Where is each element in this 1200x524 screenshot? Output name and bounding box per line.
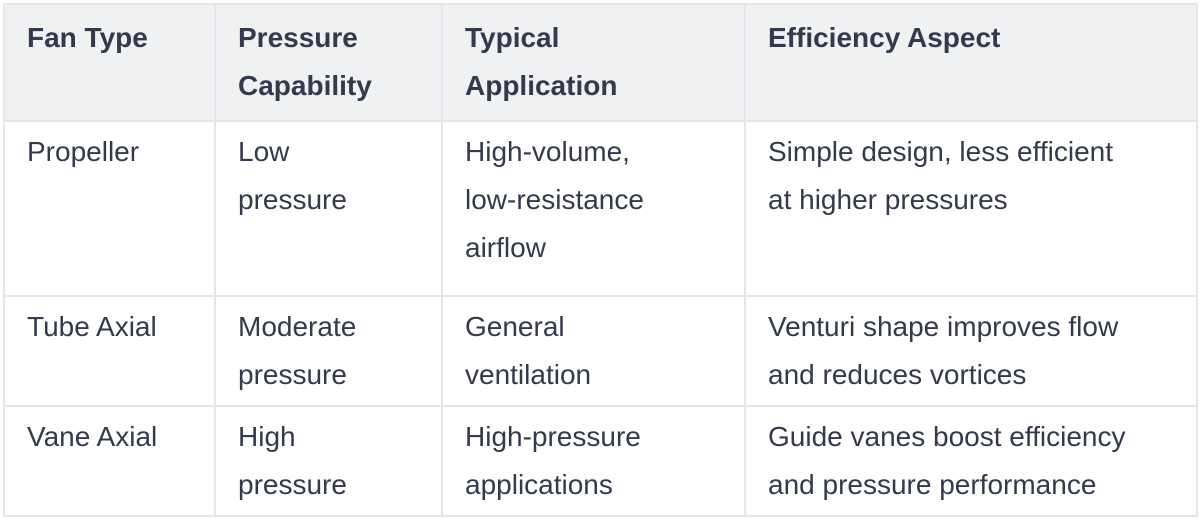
cell-pressure-capability: High pressure bbox=[214, 405, 443, 517]
cell-typical-application: General ventilation bbox=[441, 295, 746, 407]
cell-typical-application: High-pressure applications bbox=[441, 405, 746, 517]
column-header-typical-application: Typical Application bbox=[441, 3, 746, 122]
cell-pressure-capability: Moderate pressure bbox=[214, 295, 443, 407]
cell-fan-type: Tube Axial bbox=[3, 295, 216, 407]
cell-fan-type: Vane Axial bbox=[3, 405, 216, 517]
cell-typical-application: High-volume, low-resistance airflow bbox=[441, 120, 746, 297]
fan-types-table: Fan Type Pressure Capability Typical App… bbox=[3, 3, 1198, 517]
column-header-fan-type: Fan Type bbox=[3, 3, 216, 122]
cell-efficiency-aspect: Simple design, less efficient at higher … bbox=[744, 120, 1198, 297]
cell-efficiency-aspect: Venturi shape improves flow and reduces … bbox=[744, 295, 1198, 407]
column-header-pressure-capability: Pressure Capability bbox=[214, 3, 443, 122]
column-header-efficiency-aspect: Efficiency Aspect bbox=[744, 3, 1198, 122]
table-row: Tube Axial Moderate pressure General ven… bbox=[3, 295, 1198, 407]
table-row: Propeller Low pressure High-volume, low-… bbox=[3, 120, 1198, 297]
table-header-row: Fan Type Pressure Capability Typical App… bbox=[3, 3, 1198, 122]
cell-fan-type: Propeller bbox=[3, 120, 216, 297]
table-row: Vane Axial High pressure High-pressure a… bbox=[3, 405, 1198, 517]
cell-pressure-capability: Low pressure bbox=[214, 120, 443, 297]
cell-efficiency-aspect: Guide vanes boost efficiency and pressur… bbox=[744, 405, 1198, 517]
